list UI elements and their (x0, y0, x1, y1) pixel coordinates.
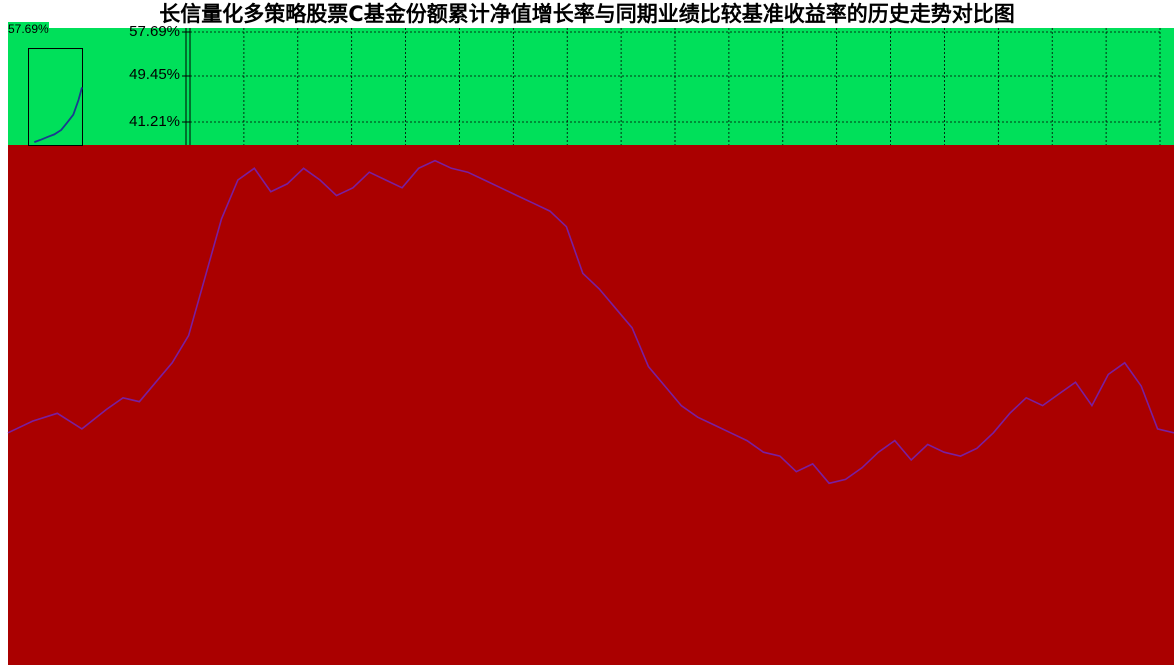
series-line-1 (34, 87, 82, 142)
axes (182, 28, 190, 145)
series-lines (8, 87, 1174, 483)
series-line-0 (8, 161, 1174, 484)
grid-lines (190, 28, 1160, 145)
